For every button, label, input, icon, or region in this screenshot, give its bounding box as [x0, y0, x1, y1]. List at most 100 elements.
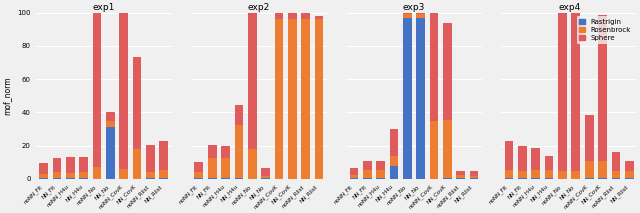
- Bar: [301, 19, 310, 179]
- Bar: [585, 161, 593, 178]
- Bar: [221, 158, 230, 178]
- Bar: [625, 161, 634, 171]
- Bar: [363, 178, 372, 179]
- Bar: [598, 178, 607, 179]
- Bar: [585, 178, 593, 179]
- Bar: [612, 178, 620, 179]
- Bar: [625, 178, 634, 179]
- Bar: [40, 163, 48, 174]
- Bar: [598, 15, 607, 161]
- Bar: [221, 178, 230, 179]
- Bar: [390, 129, 398, 156]
- Bar: [40, 174, 48, 178]
- Bar: [261, 178, 270, 179]
- Bar: [146, 172, 155, 178]
- Bar: [106, 127, 115, 179]
- Bar: [443, 178, 452, 179]
- Bar: [531, 170, 540, 178]
- Bar: [518, 171, 527, 178]
- Legend: Rastrigin, Rosenbrock, Sphere: Rastrigin, Rosenbrock, Sphere: [577, 16, 634, 44]
- Bar: [403, 14, 412, 17]
- Bar: [79, 172, 88, 178]
- Bar: [349, 175, 358, 178]
- Bar: [195, 162, 203, 172]
- Bar: [106, 121, 115, 127]
- Title: exp2: exp2: [248, 3, 270, 12]
- Bar: [288, 13, 296, 19]
- Bar: [572, 13, 580, 171]
- Bar: [261, 176, 270, 178]
- Bar: [531, 148, 540, 170]
- Bar: [518, 147, 527, 171]
- Bar: [93, 13, 101, 167]
- Bar: [120, 13, 128, 169]
- Bar: [456, 171, 465, 175]
- Bar: [505, 141, 513, 170]
- Bar: [443, 23, 452, 120]
- Bar: [52, 172, 61, 178]
- Bar: [195, 178, 203, 179]
- Bar: [429, 121, 438, 179]
- Bar: [612, 152, 620, 171]
- Bar: [417, 14, 425, 17]
- Bar: [66, 157, 75, 173]
- Bar: [301, 13, 310, 19]
- Bar: [349, 178, 358, 179]
- Bar: [363, 161, 372, 170]
- Bar: [470, 178, 479, 179]
- Bar: [505, 178, 513, 179]
- Title: exp1: exp1: [93, 3, 115, 12]
- Title: exp4: exp4: [558, 3, 580, 12]
- Bar: [79, 178, 88, 179]
- Bar: [376, 178, 385, 179]
- Bar: [456, 178, 465, 179]
- Bar: [66, 178, 75, 179]
- Bar: [248, 13, 257, 149]
- Bar: [159, 178, 168, 179]
- Bar: [132, 58, 141, 149]
- Bar: [40, 178, 48, 179]
- Bar: [585, 115, 593, 161]
- Bar: [234, 178, 243, 179]
- Bar: [288, 19, 296, 179]
- Bar: [470, 176, 479, 178]
- Bar: [505, 170, 513, 178]
- Bar: [275, 19, 284, 179]
- Bar: [79, 157, 88, 172]
- Bar: [261, 168, 270, 176]
- Bar: [625, 171, 634, 178]
- Bar: [390, 156, 398, 166]
- Title: exp3: exp3: [403, 3, 425, 12]
- Bar: [146, 178, 155, 179]
- Bar: [612, 171, 620, 178]
- Bar: [52, 178, 61, 179]
- Bar: [106, 112, 115, 121]
- Bar: [456, 175, 465, 178]
- Bar: [93, 167, 101, 179]
- Bar: [248, 149, 257, 179]
- Bar: [598, 161, 607, 178]
- Bar: [429, 13, 438, 121]
- Bar: [558, 171, 567, 179]
- Bar: [417, 17, 425, 179]
- Bar: [66, 173, 75, 178]
- Bar: [545, 156, 554, 170]
- Bar: [558, 13, 567, 171]
- Bar: [159, 170, 168, 178]
- Bar: [208, 178, 216, 179]
- Bar: [518, 178, 527, 179]
- Bar: [349, 168, 358, 175]
- Bar: [417, 13, 425, 14]
- Bar: [275, 13, 284, 19]
- Bar: [132, 149, 141, 179]
- Bar: [52, 158, 61, 172]
- Bar: [403, 13, 412, 14]
- Y-axis label: mof_norm: mof_norm: [3, 76, 12, 115]
- Bar: [315, 19, 323, 179]
- Bar: [376, 170, 385, 178]
- Bar: [545, 170, 554, 178]
- Bar: [545, 178, 554, 179]
- Bar: [159, 141, 168, 170]
- Bar: [221, 147, 230, 158]
- Bar: [403, 17, 412, 179]
